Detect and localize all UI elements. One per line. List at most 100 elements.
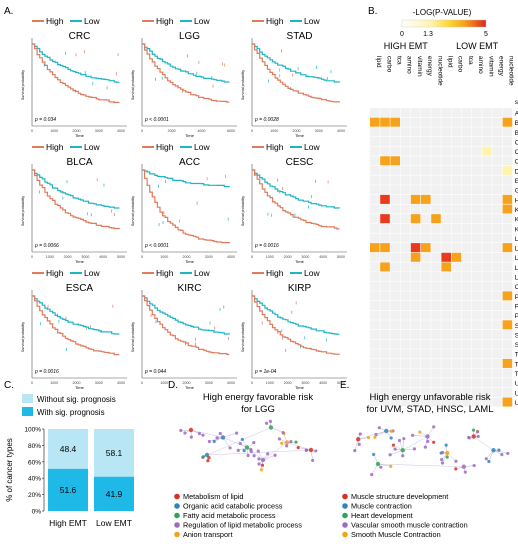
network-node [252,454,256,458]
heatmap-cell [502,243,513,253]
heatmap-cell [482,339,492,349]
heatmap-cell [410,310,421,320]
heatmap-cell [492,272,502,282]
heatmap-cell [421,262,431,272]
heatmap-cell [441,194,451,204]
network-node [377,426,381,430]
km-pvalue: p = 0.0016 [254,243,279,249]
network-node [472,463,476,468]
heatmap-cell [370,281,380,291]
network-node [314,449,318,453]
heatmap-col-label: nucleotide [436,56,443,86]
heatmap-cell [472,301,482,311]
heatmap-cell [400,185,411,195]
heatmap-row-label: DLBC [515,168,518,175]
heatmap-cell [380,117,390,127]
heatmap-cell [492,204,502,214]
network-node [260,457,266,463]
km-title: ACC [179,157,200,168]
heatmap-cell [441,281,451,291]
bar-category-label-0: High EMT [49,518,87,528]
heatmap-cell [380,387,390,397]
km-title: LGG [179,31,200,42]
km-xlabel: Time [75,385,85,390]
heatmap-cell [441,175,451,185]
legend-high-label: High [156,268,174,278]
network-node [425,434,430,439]
network-node [423,445,427,449]
legend-dot [174,522,180,528]
network-node [374,432,378,437]
heatmap-cell [421,387,431,397]
network-node [238,441,242,446]
heatmap-row-label: PCPG [515,303,518,310]
heatmap-cell [370,378,380,388]
heatmap-cell [502,127,513,137]
heatmap-cell [492,281,502,291]
network-edge [402,436,428,451]
km-xtick: 0 [31,255,33,259]
bar-y-tick-label: 40% [28,476,41,483]
heatmap-cell [380,378,390,388]
km-xlabel: Time [295,133,305,138]
heatmap-cell [441,156,451,166]
heatmap-cell [441,358,451,368]
network-node [228,446,232,450]
legend-sig-label: With sig. prognosis [37,408,105,417]
heatmap-row-label: LAML [515,236,518,243]
heatmap-cell [421,223,431,233]
heatmap-row-label: PAAD [515,294,518,301]
heatmap-cell [441,223,451,233]
heatmap-cell [410,175,421,185]
heatmap-cell [370,194,380,204]
heatmap-cell [400,387,411,397]
heatmap-cell [502,214,513,224]
heatmap-cell [410,223,421,233]
heatmap-cell [410,262,421,272]
heatmap-cell [451,165,462,175]
network-node [445,450,450,456]
heatmap-cell [390,223,400,233]
km-xtick: 0 [251,255,253,259]
km-xtick: 1000 [266,381,274,385]
heatmap-cell [380,108,390,118]
heatmap-cell [400,339,411,349]
legend-low-label: Low [84,16,100,26]
km-curve-high [142,295,230,356]
heatmap-cell [390,349,400,359]
heatmap-cell [431,175,441,185]
heatmap-cell [370,165,380,175]
km-curve-high [142,169,230,244]
heatmap-cell [400,223,411,233]
km-xlabel: Time [295,259,305,264]
heatmap-col-label: lipid [447,56,454,68]
heatmap-cell [380,127,390,137]
km-curve-low [252,43,340,83]
network-node [358,432,362,436]
heatmap-row-label: LUSC [515,275,518,282]
heatmap-cell [502,146,513,156]
network-node [257,457,261,461]
network-node [189,435,193,439]
heatmap-cell [431,156,441,166]
heatmap-cell [380,194,390,204]
heatmap-cell [482,194,492,204]
heatmap-cell [451,329,462,339]
network-edge [473,436,494,451]
heatmap-cell [482,185,492,195]
heatmap-cell [482,243,492,253]
network-node [353,449,357,453]
heatmap-cell [461,243,472,253]
heatmap-row-label: CRC [515,159,518,166]
heatmap-cell [431,339,441,349]
heatmap-cell [400,117,411,127]
heatmap-cell [461,175,472,185]
heatmap-cell [451,320,462,330]
heatmap-cell [461,156,472,166]
heatmap-row-label: TGCT [515,352,518,359]
network-node [246,453,250,458]
heatmap-cell [502,156,513,166]
heatmap-cell [421,175,431,185]
network-node [432,440,436,444]
network-node [471,434,476,439]
